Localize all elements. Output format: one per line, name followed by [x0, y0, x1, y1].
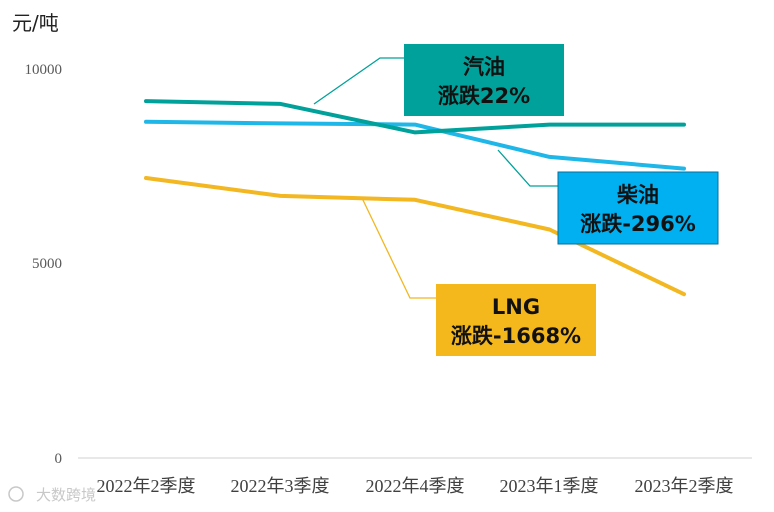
x-tick-label: 2022年2季度 — [97, 476, 196, 496]
y-tick-label: 5000 — [32, 256, 62, 272]
diesel-callout: 柴油 涨跌-296% — [557, 171, 719, 245]
x-tick-label: 2022年3季度 — [231, 476, 330, 496]
lng-callout-title: LNG — [492, 295, 540, 319]
lng-callout-change: 涨跌-1668% — [451, 324, 581, 348]
lng-callout-box — [436, 284, 596, 356]
diesel-callout-title: 柴油 — [616, 183, 659, 207]
diesel-callout-box — [557, 171, 719, 245]
x-tick-label: 2023年1季度 — [500, 476, 599, 496]
watermark-logo-icon — [8, 486, 24, 502]
y-axis: 10000 5000 0 — [25, 62, 63, 467]
gasoline-line — [144, 99, 686, 135]
unit-label: 元/吨 — [12, 11, 59, 35]
leader-lines — [313, 57, 558, 299]
series-layer — [144, 99, 686, 297]
gasoline-callout-title: 汽油 — [463, 55, 505, 79]
lng-callout: LNG 涨跌-1668% — [436, 284, 596, 356]
watermark: 大数跨境 — [8, 486, 96, 504]
lng-leader-line — [361, 197, 436, 299]
diesel-line — [144, 119, 686, 171]
x-axis: 2022年2季度 2022年3季度 2022年4季度 2023年1季度 2023… — [97, 476, 734, 496]
watermark-text: 大数跨境 — [36, 486, 96, 504]
y-tick-label: 0 — [55, 451, 63, 467]
gasoline-callout: 汽油 涨跌22% — [404, 44, 564, 116]
gasoline-callout-change: 涨跌22% — [438, 84, 530, 108]
gasoline-leader-line — [313, 57, 404, 105]
x-tick-label: 2022年4季度 — [366, 476, 465, 496]
diesel-callout-change: 涨跌-296% — [580, 212, 696, 236]
gasoline-callout-box — [404, 44, 564, 116]
lng-line — [144, 176, 686, 297]
y-tick-label: 10000 — [25, 62, 63, 78]
diesel-leader-line — [497, 149, 558, 187]
x-tick-label: 2023年2季度 — [635, 476, 734, 496]
